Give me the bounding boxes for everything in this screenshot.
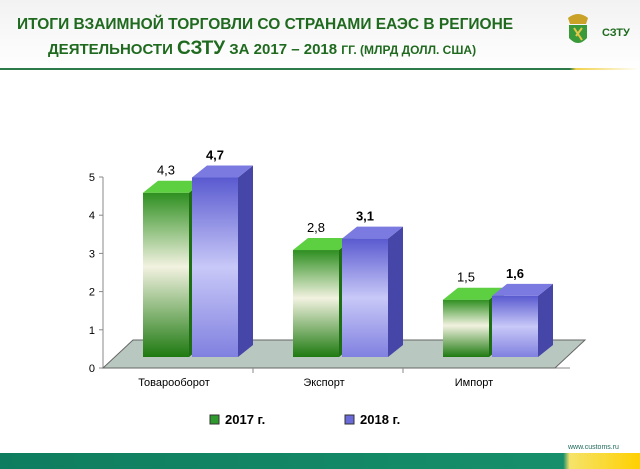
legend-swatch <box>344 414 355 425</box>
data-label: 4,7 <box>206 147 224 162</box>
bar-top <box>342 226 403 239</box>
x-tick-label: Экспорт <box>303 377 344 389</box>
bar-2017 <box>443 299 489 357</box>
y-tick-label: 4 <box>89 210 95 222</box>
header-divider <box>0 68 640 70</box>
bar-top <box>443 287 504 300</box>
title-line-2: ДЕЯТЕЛЬНОСТИ СЗТУ ЗА 2017 – 2018 ГГ. (МЛ… <box>48 38 477 59</box>
data-label: 1,5 <box>457 270 475 285</box>
data-label: 2,8 <box>307 220 325 235</box>
title-line-1: ИТОГИ ВЗАИМНОЙ ТОРГОВЛИ СО СТРАНАМИ ЕАЭС… <box>17 16 514 33</box>
legend-label: 2018 г. <box>360 412 400 427</box>
y-tick-label: 2 <box>89 287 95 299</box>
data-label: 4,3 <box>157 163 175 178</box>
bar-2017 <box>293 250 339 357</box>
footer-bar <box>0 453 640 469</box>
legend-swatch <box>209 414 220 425</box>
bar-2018 <box>492 295 538 357</box>
data-label: 1,6 <box>506 266 524 281</box>
website-link[interactable]: www.customs.ru <box>568 444 619 451</box>
bar-2018 <box>192 177 238 357</box>
header <box>0 0 640 70</box>
y-tick-label: 3 <box>89 248 95 260</box>
emblem-icon <box>568 14 588 43</box>
bar-side <box>238 165 253 357</box>
bar-side <box>388 226 403 357</box>
bar-top <box>492 283 553 296</box>
bar-2018 <box>342 238 388 357</box>
legend-label: 2017 г. <box>225 412 265 427</box>
bar-top <box>192 165 253 178</box>
y-tick-label: 1 <box>89 325 95 337</box>
x-tick-label: Импорт <box>455 377 493 389</box>
bar-side <box>538 283 553 357</box>
bar-top <box>293 238 354 251</box>
bar-2017 <box>143 192 189 357</box>
data-label: 3,1 <box>356 209 374 224</box>
x-tick-label: Товарооборот <box>138 377 210 389</box>
y-tick-label: 0 <box>89 363 95 375</box>
bar-chart: 0 1 2 3 4 5 Товарооборот 4,3 4,7 Экспорт 2,8 3,1 Имп… <box>89 147 587 427</box>
org-name: СЗТУ <box>602 27 630 39</box>
y-tick-label: 5 <box>89 172 95 184</box>
bar-top <box>143 180 204 193</box>
